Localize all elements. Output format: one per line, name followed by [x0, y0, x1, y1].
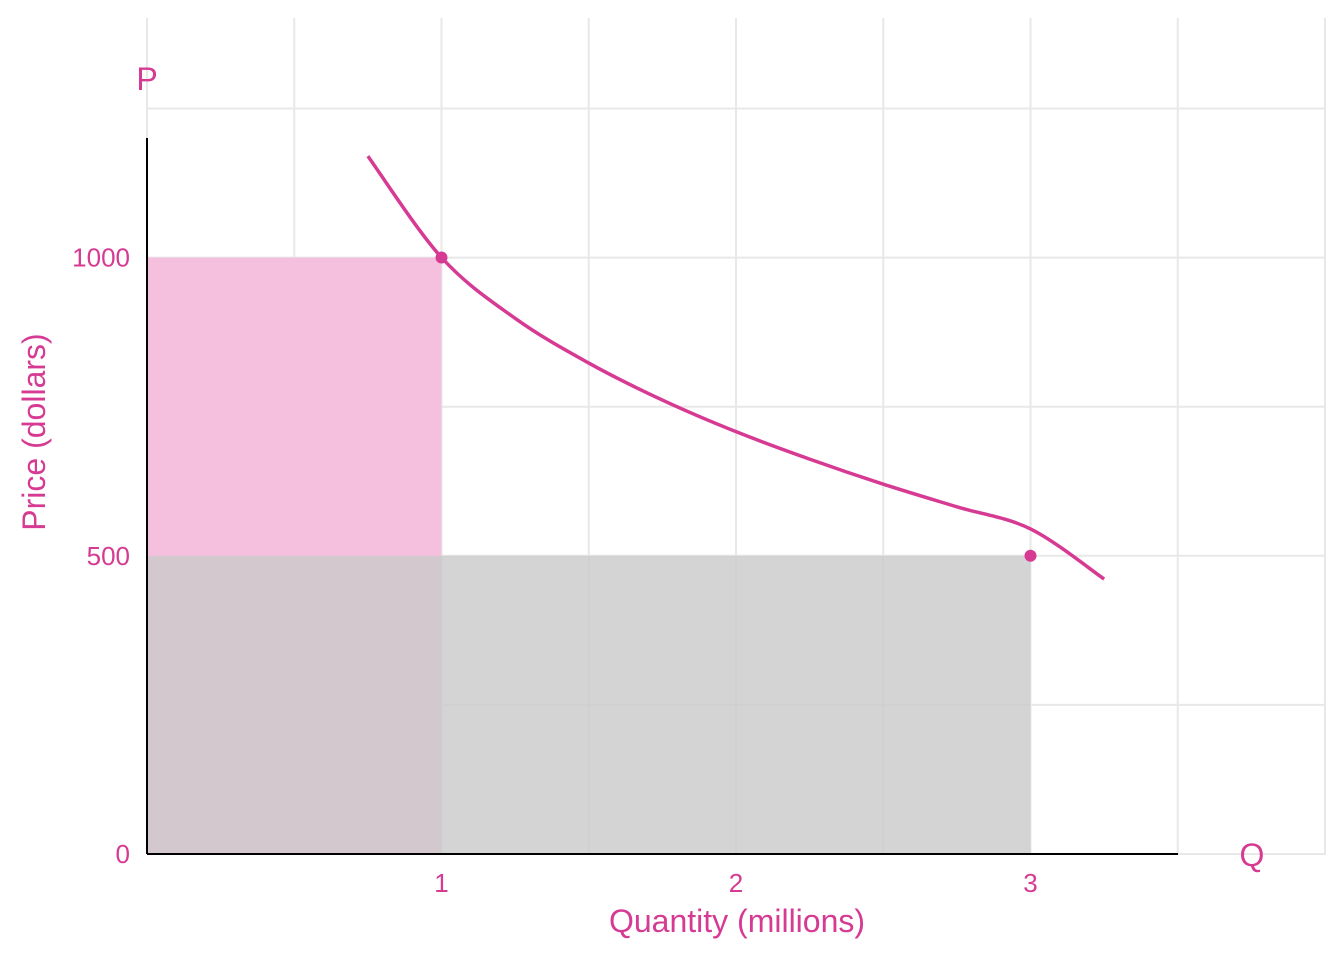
tick-labels: 1 2 3 0 500 1000 — [72, 243, 1038, 899]
y-axis-label: Price (dollars) — [16, 333, 52, 530]
x-tick-label: 1 — [434, 868, 448, 898]
y-tick-label: 500 — [87, 541, 130, 571]
data-point-2 — [1024, 549, 1037, 562]
point-layer — [435, 251, 1037, 562]
shaded-areas — [147, 257, 1031, 854]
x-axis-symbol: Q — [1240, 837, 1265, 873]
curve-layer — [366, 155, 1106, 581]
y-axis-symbol: P — [136, 61, 157, 97]
y-tick-label: 1000 — [72, 243, 130, 273]
axes — [146, 138, 1178, 855]
shaded-area-2 — [147, 555, 1031, 854]
y-tick-label: 0 — [116, 839, 130, 869]
x-tick-label: 2 — [729, 868, 743, 898]
x-tick-label: 3 — [1023, 868, 1037, 898]
x-axis-label: Quantity (millions) — [609, 903, 865, 939]
demand-curve-1 — [366, 155, 1106, 581]
data-point-1 — [435, 251, 448, 264]
